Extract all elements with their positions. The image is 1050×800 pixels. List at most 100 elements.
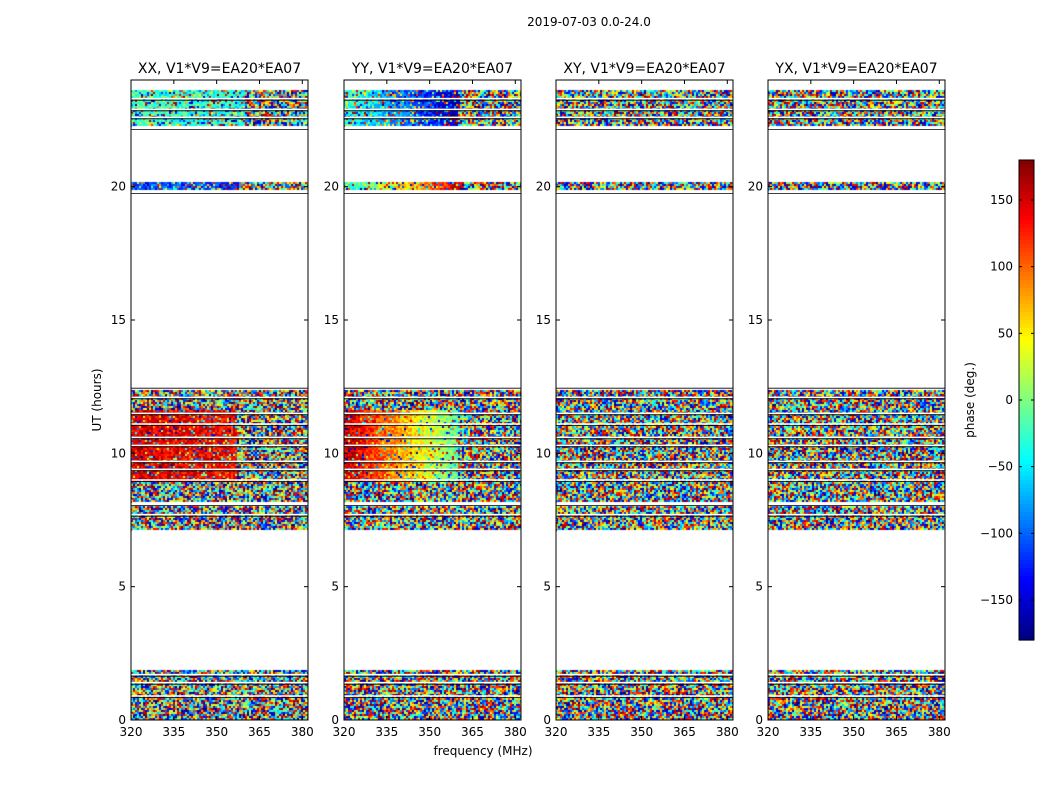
colorbar-segment bbox=[1019, 172, 1034, 177]
colorbar-tick-label: 150 bbox=[990, 193, 1013, 207]
colorbar-segment bbox=[1019, 260, 1034, 265]
phase-heatmap bbox=[131, 80, 308, 720]
colorbar-segment bbox=[1019, 284, 1034, 289]
panel-1: XX, V1*V9=EA20*EA07 320 335 350 365 380 0 5 10 15… bbox=[111, 61, 314, 739]
colorbar-segment bbox=[1019, 348, 1034, 353]
y-tick-label: 15 bbox=[748, 313, 763, 327]
colorbar-segment bbox=[1019, 628, 1034, 633]
colorbar-segment bbox=[1019, 448, 1034, 453]
colorbar-segment bbox=[1019, 196, 1034, 201]
y-tick-label: 20 bbox=[111, 180, 126, 194]
colorbar-segment bbox=[1019, 240, 1034, 245]
colorbar-segment bbox=[1019, 492, 1034, 497]
colorbar-tick-label: 0 bbox=[1005, 393, 1013, 407]
colorbar-segment bbox=[1019, 352, 1034, 357]
colorbar-segment bbox=[1019, 564, 1034, 569]
colorbar-segment bbox=[1019, 508, 1034, 513]
colorbar-segment bbox=[1019, 268, 1034, 273]
colorbar-segment bbox=[1019, 572, 1034, 577]
colorbar-segment bbox=[1019, 632, 1034, 637]
colorbar-segment bbox=[1019, 460, 1034, 465]
colorbar-segment bbox=[1019, 516, 1034, 521]
y-tick-label: 0 bbox=[543, 713, 551, 727]
colorbar-segment bbox=[1019, 544, 1034, 549]
colorbar-segment bbox=[1019, 500, 1034, 505]
colorbar-segment bbox=[1019, 228, 1034, 233]
colorbar-segment bbox=[1019, 412, 1034, 417]
colorbar-segment bbox=[1019, 416, 1034, 421]
colorbar-segment bbox=[1019, 536, 1034, 541]
x-tick-label: 380 bbox=[291, 725, 314, 739]
colorbar-segment bbox=[1019, 356, 1034, 361]
x-tick-label: 335 bbox=[587, 725, 610, 739]
panel-title: XY, V1*V9=EA20*EA07 bbox=[563, 61, 725, 77]
colorbar-segment bbox=[1019, 336, 1034, 341]
colorbar-segment bbox=[1019, 528, 1034, 533]
colorbar-segment bbox=[1019, 596, 1034, 601]
y-tick-label: 15 bbox=[536, 313, 551, 327]
y-tick-label: 5 bbox=[755, 580, 763, 594]
colorbar-segment bbox=[1019, 164, 1034, 169]
panel-frame bbox=[555, 79, 734, 721]
phase-heatmap bbox=[556, 80, 733, 720]
colorbar-segment bbox=[1019, 396, 1034, 401]
y-tick-label: 20 bbox=[536, 180, 551, 194]
colorbar-segment bbox=[1019, 276, 1034, 281]
x-tick-label: 350 bbox=[205, 725, 228, 739]
colorbar-segment bbox=[1019, 556, 1034, 561]
colorbar-segment bbox=[1019, 440, 1034, 445]
y-tick-label: 0 bbox=[331, 713, 339, 727]
colorbar-segment bbox=[1019, 288, 1034, 293]
colorbar-segment bbox=[1019, 320, 1034, 325]
colorbar-segment bbox=[1019, 212, 1034, 217]
x-tick-label: 365 bbox=[885, 725, 908, 739]
colorbar-segment bbox=[1019, 464, 1034, 469]
panel-3: XY, V1*V9=EA20*EA07 320 335 350 365 380 0 5 10 15… bbox=[536, 61, 739, 739]
colorbar-segment bbox=[1019, 520, 1034, 525]
colorbar-segment bbox=[1019, 616, 1034, 621]
colorbar-segment bbox=[1019, 264, 1034, 269]
colorbar-segment bbox=[1019, 452, 1034, 457]
y-tick-label: 15 bbox=[324, 313, 339, 327]
colorbar-segment bbox=[1019, 588, 1034, 593]
colorbar-segment bbox=[1019, 580, 1034, 585]
x-tick-label: 335 bbox=[799, 725, 822, 739]
colorbar-segment bbox=[1019, 456, 1034, 461]
colorbar-segment bbox=[1019, 424, 1034, 429]
colorbar-segment bbox=[1019, 292, 1034, 297]
y-tick-label: 5 bbox=[543, 580, 551, 594]
colorbar-segment bbox=[1019, 444, 1034, 449]
colorbar-segment bbox=[1019, 256, 1034, 261]
colorbar-segment bbox=[1019, 384, 1034, 389]
colorbar-segment bbox=[1019, 600, 1034, 605]
colorbar-segment bbox=[1019, 224, 1034, 229]
y-tick-label: 5 bbox=[118, 580, 126, 594]
colorbar-segment bbox=[1019, 624, 1034, 629]
colorbar-segment bbox=[1019, 468, 1034, 473]
colorbar-segment bbox=[1019, 168, 1034, 173]
colorbar-segment bbox=[1019, 488, 1034, 493]
x-tick-label: 380 bbox=[716, 725, 739, 739]
colorbar-segment bbox=[1019, 304, 1034, 309]
colorbar-segment bbox=[1019, 272, 1034, 277]
colorbar-segment bbox=[1019, 200, 1034, 205]
colorbar-segment bbox=[1019, 484, 1034, 489]
y-tick-label: 5 bbox=[331, 580, 339, 594]
panel-frame bbox=[343, 79, 522, 721]
panel-title: XX, V1*V9=EA20*EA07 bbox=[138, 61, 301, 77]
colorbar-segment bbox=[1019, 436, 1034, 441]
colorbar-segment bbox=[1019, 480, 1034, 485]
colorbar-segment bbox=[1019, 316, 1034, 321]
colorbar-segment bbox=[1019, 376, 1034, 381]
x-tick-label: 365 bbox=[673, 725, 696, 739]
colorbar-segment bbox=[1019, 232, 1034, 237]
panels-group: XX, V1*V9=EA20*EA07 320 335 350 365 380 0 5 10 15… bbox=[111, 61, 951, 739]
colorbar-segment bbox=[1019, 584, 1034, 589]
colorbar-segment bbox=[1019, 220, 1034, 225]
x-tick-label: 335 bbox=[375, 725, 398, 739]
colorbar-segment bbox=[1019, 252, 1034, 257]
colorbar-segment bbox=[1019, 308, 1034, 313]
colorbar-segment bbox=[1019, 540, 1034, 545]
x-tick-label: 380 bbox=[928, 725, 951, 739]
colorbar-segment bbox=[1019, 184, 1034, 189]
